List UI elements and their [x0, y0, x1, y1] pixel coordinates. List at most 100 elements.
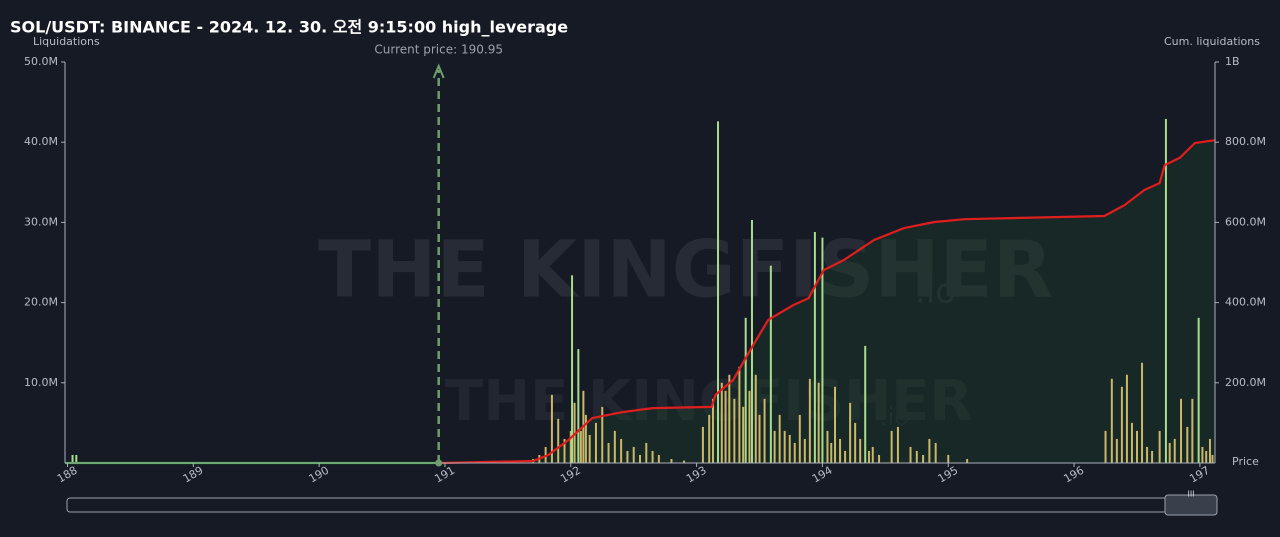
y2-tick-label: 200.0M	[1225, 376, 1266, 389]
bar	[579, 430, 582, 463]
bar	[798, 414, 801, 463]
bar	[896, 426, 899, 463]
bar	[601, 406, 604, 463]
scrollbar-grip: III	[1187, 490, 1194, 499]
bar	[1191, 398, 1194, 463]
bar	[594, 422, 597, 463]
bar	[550, 394, 553, 463]
bar	[613, 430, 616, 463]
y-tick-label: 10.0M	[24, 376, 58, 389]
bar	[922, 454, 925, 463]
bar	[1208, 438, 1211, 463]
bar	[563, 438, 566, 463]
bar	[773, 430, 776, 463]
bar	[754, 374, 757, 463]
bar	[1201, 446, 1204, 463]
bar	[854, 422, 857, 463]
bar	[717, 121, 720, 464]
bar	[1158, 430, 1161, 463]
line	[441, 139, 1216, 465]
bar	[683, 460, 686, 463]
bar	[584, 414, 587, 463]
bar	[750, 219, 753, 463]
bar	[928, 438, 931, 463]
bar	[821, 237, 824, 463]
plot	[65, 118, 1216, 465]
bar	[1168, 442, 1171, 463]
y2-tick-label: 800.0M	[1225, 135, 1266, 148]
bar	[1120, 386, 1123, 463]
bar	[826, 430, 829, 463]
y-tick-label: 50.0M	[24, 55, 58, 68]
bar	[557, 418, 560, 463]
bar	[915, 450, 918, 463]
bar	[670, 458, 673, 463]
bar	[724, 390, 727, 463]
bar	[783, 430, 786, 463]
bar	[742, 406, 745, 463]
bar	[813, 232, 816, 463]
bar	[571, 275, 574, 463]
bar	[577, 349, 580, 463]
bar	[769, 265, 772, 463]
bar	[733, 398, 736, 463]
bar	[1151, 450, 1154, 463]
bar	[878, 454, 881, 463]
bar	[711, 398, 714, 463]
bar	[1180, 398, 1183, 463]
bar	[817, 382, 820, 463]
bar	[71, 454, 74, 463]
watermark-suffix: .io	[915, 272, 956, 312]
watermark-suffix: .io	[880, 403, 909, 431]
bar	[890, 430, 893, 463]
bar	[1173, 438, 1176, 463]
bar	[793, 442, 796, 463]
watermark: THE KINGFISHER	[318, 225, 1053, 315]
y-axis-title: Liquidations	[33, 35, 100, 48]
chart-title: SOL/USDT: BINANCE - 2024. 12. 30. 오전 9:1…	[10, 18, 568, 37]
bar	[947, 454, 950, 463]
bar	[1104, 430, 1107, 463]
bar	[839, 438, 842, 463]
bar	[1186, 426, 1189, 463]
bar	[758, 414, 761, 463]
bar	[744, 317, 747, 463]
bar	[867, 450, 870, 463]
bar	[1197, 317, 1200, 463]
bar	[830, 442, 833, 463]
bar	[75, 454, 78, 463]
watermark-group: THE KINGFISHER .io THE KINGFISHER .io	[318, 225, 1053, 434]
bar	[1110, 378, 1113, 463]
bar	[632, 446, 635, 463]
bar	[620, 438, 623, 463]
bar	[645, 442, 648, 463]
bar	[657, 454, 660, 463]
scrollbar-thumb[interactable]	[1164, 494, 1218, 516]
bar	[909, 446, 912, 463]
bar	[651, 450, 654, 463]
bar	[864, 345, 867, 463]
bar	[834, 386, 837, 463]
y2-tick-label: 1B	[1225, 55, 1240, 68]
bar	[607, 442, 610, 463]
bar	[1211, 454, 1214, 463]
bar	[844, 450, 847, 463]
bar	[1115, 438, 1118, 463]
bar	[1164, 118, 1167, 463]
x-axis-title: Price	[1232, 455, 1259, 468]
bar	[859, 438, 862, 463]
bar	[588, 434, 591, 463]
bar	[1141, 362, 1144, 463]
bar	[626, 450, 629, 463]
y-tick-label: 20.0M	[24, 296, 58, 309]
bar	[738, 366, 741, 463]
current-price-arrow	[432, 63, 445, 79]
bar	[708, 414, 711, 463]
bar	[1135, 430, 1138, 463]
y2-tick-label: 400.0M	[1225, 296, 1266, 309]
bar	[788, 434, 791, 463]
current-price-dot	[435, 459, 443, 467]
